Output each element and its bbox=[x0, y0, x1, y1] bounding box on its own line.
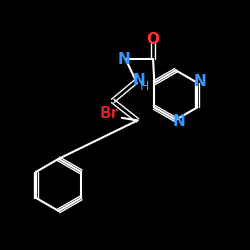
Text: H: H bbox=[140, 80, 149, 92]
Text: O: O bbox=[146, 32, 160, 47]
Text: N: N bbox=[172, 114, 185, 128]
Text: Br: Br bbox=[99, 106, 118, 122]
Text: N: N bbox=[194, 74, 207, 89]
Text: N: N bbox=[133, 72, 146, 88]
Text: N: N bbox=[118, 52, 131, 67]
